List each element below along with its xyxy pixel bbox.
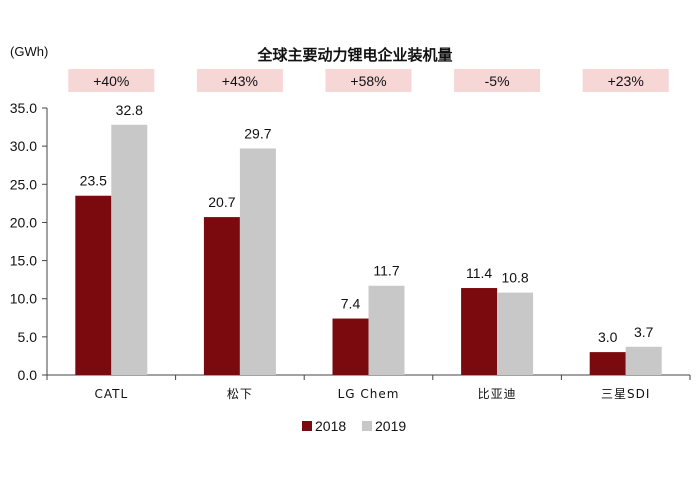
legend-label: 2019 bbox=[375, 418, 406, 434]
data-labels: 23.5 32.8 20.7 29.7 7.4 11.7 11.4 10.8 3.0 3.7 bbox=[80, 102, 654, 345]
bar-2018-3 bbox=[461, 288, 498, 375]
data-label: 32.8 bbox=[116, 102, 143, 118]
data-label: 29.7 bbox=[244, 125, 271, 141]
bar-2018-1 bbox=[203, 217, 240, 375]
growth-rate-boxes: +40% +43% +58% -5% +23% bbox=[68, 69, 669, 92]
bar-2019-4 bbox=[625, 346, 662, 375]
growth-box bbox=[454, 69, 541, 92]
y-tick-label: 30.0 bbox=[10, 138, 37, 154]
x-tick-label: CATL bbox=[94, 387, 128, 401]
data-label: 23.5 bbox=[80, 173, 107, 189]
axes: 0.0 5.0 10.0 15.0 20.0 25.0 30.0 35.0 CATL 松下 LG C… bbox=[10, 100, 691, 401]
legend-swatch-2019 bbox=[362, 421, 372, 431]
growth-label: +58% bbox=[350, 73, 386, 89]
y-unit-label: (GWh) bbox=[10, 44, 48, 59]
chart-title: 全球主要动力锂电企业装机量 bbox=[256, 46, 452, 64]
bar-2019-2 bbox=[368, 285, 405, 375]
y-tick-label: 15.0 bbox=[10, 253, 37, 269]
data-label: 20.7 bbox=[208, 194, 235, 210]
x-tick-label: 松下 bbox=[227, 387, 253, 401]
bar-2018-4 bbox=[589, 352, 626, 375]
data-label: 11.4 bbox=[466, 265, 492, 281]
data-label: 3.7 bbox=[634, 324, 654, 340]
growth-box bbox=[196, 69, 283, 92]
data-label: 10.8 bbox=[501, 270, 528, 286]
growth-label: +23% bbox=[608, 73, 644, 89]
y-tick-label: 10.0 bbox=[10, 291, 37, 307]
growth-label: -5% bbox=[485, 73, 510, 89]
growth-label: +40% bbox=[93, 73, 129, 89]
growth-box bbox=[325, 69, 412, 92]
y-tick-label: 35.0 bbox=[10, 100, 37, 116]
bar-2018-2 bbox=[332, 318, 369, 375]
legend-swatch-2018 bbox=[302, 421, 312, 431]
legend-label: 2018 bbox=[315, 418, 346, 434]
bar-2019-0 bbox=[111, 124, 148, 375]
x-tick-label: 比亚迪 bbox=[478, 387, 517, 401]
x-tick-label: 三星SDI bbox=[601, 387, 650, 401]
x-tick-label: LG Chem bbox=[338, 387, 400, 401]
legend: 2018 2019 bbox=[302, 418, 406, 434]
growth-label: +43% bbox=[222, 73, 258, 89]
y-tick-label: 20.0 bbox=[10, 214, 37, 230]
data-label: 3.0 bbox=[598, 329, 618, 345]
data-label: 11.7 bbox=[373, 263, 399, 279]
bar-2018-0 bbox=[75, 195, 112, 375]
growth-box bbox=[582, 69, 669, 92]
bar-2019-1 bbox=[239, 148, 276, 375]
data-label: 7.4 bbox=[341, 296, 361, 312]
bar-2019-3 bbox=[497, 292, 534, 375]
y-tick-label: 5.0 bbox=[18, 329, 38, 345]
growth-box bbox=[68, 69, 155, 92]
y-tick-label: 0.0 bbox=[18, 367, 38, 383]
y-tick-label: 25.0 bbox=[10, 176, 37, 192]
bars bbox=[75, 124, 662, 375]
